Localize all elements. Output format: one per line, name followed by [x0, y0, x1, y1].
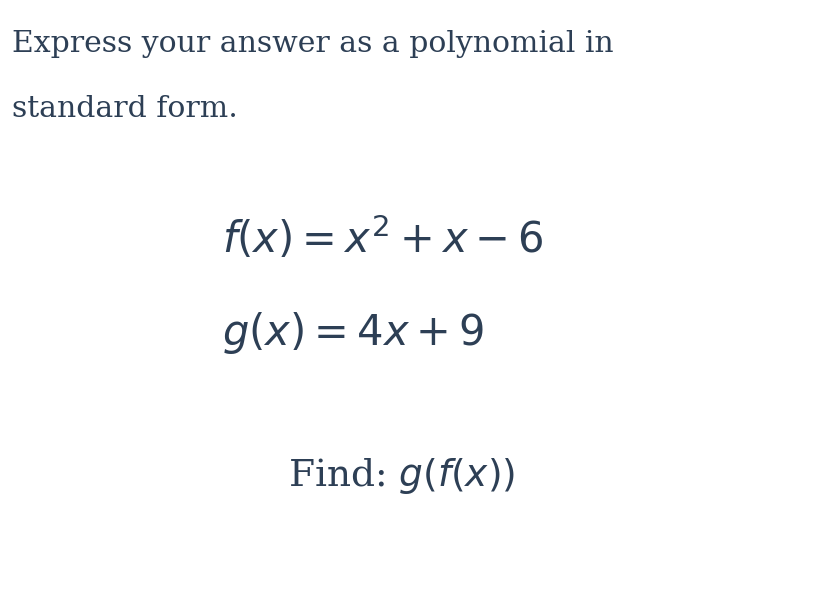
Text: Find: $g(f(x))$: Find: $g(f(x))$ — [288, 456, 515, 496]
Text: standard form.: standard form. — [12, 95, 238, 123]
Text: $f(x) = x^2 + x - 6$: $f(x) = x^2 + x - 6$ — [222, 214, 544, 262]
Text: $g(x) = 4x + 9$: $g(x) = 4x + 9$ — [222, 310, 485, 356]
Text: Express your answer as a polynomial in: Express your answer as a polynomial in — [12, 30, 614, 58]
